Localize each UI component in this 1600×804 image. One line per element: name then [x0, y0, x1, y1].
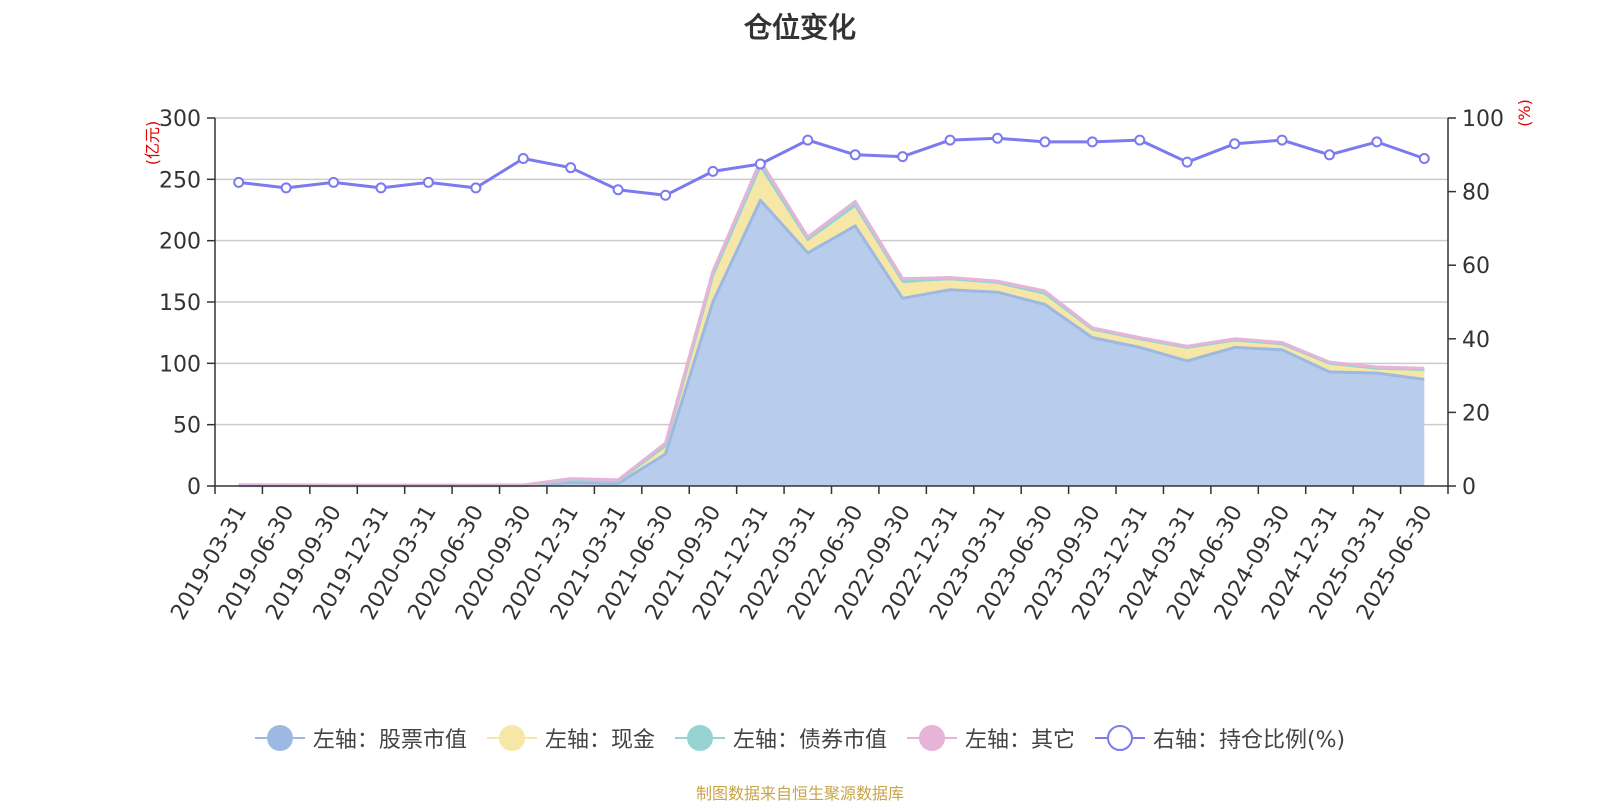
ratio-point — [375, 182, 387, 194]
ratio-point — [1418, 152, 1430, 164]
legend-item[interactable]: 左轴：债券市值 — [674, 722, 887, 754]
legend-item[interactable]: 右轴：持仓比例(%) — [1094, 722, 1346, 754]
ratio-point — [849, 149, 861, 161]
ratio-point — [1323, 149, 1335, 161]
stacked-areas — [238, 159, 1425, 488]
ratio-point — [897, 151, 909, 163]
ratio-point — [612, 184, 624, 196]
legend-swatch — [1094, 725, 1145, 751]
right-tick-label: 0 — [1462, 475, 1476, 500]
area-edge-3 — [238, 159, 1425, 487]
legend-label: 左轴：股票市值 — [312, 728, 467, 753]
legend-swatch-dot — [498, 725, 525, 751]
legend-label: 左轴：其它 — [964, 728, 1075, 753]
right-axis-unit: (%) — [1515, 99, 1534, 127]
legend-label: 左轴：现金 — [544, 728, 655, 753]
area-0 — [238, 200, 1425, 486]
ratio-point — [707, 165, 719, 177]
legend-swatch-dot — [266, 725, 293, 751]
left-tick-label: 150 — [159, 291, 201, 316]
legend-swatch-dot — [1106, 725, 1133, 751]
ratio-point — [470, 182, 482, 194]
ratio-point — [1276, 134, 1288, 146]
ratio-point — [944, 134, 956, 146]
legend-swatch — [906, 725, 957, 751]
ratio-point — [660, 189, 672, 201]
right-tick-label: 40 — [1462, 328, 1490, 353]
ratio-point — [1086, 136, 1098, 148]
area-1 — [238, 165, 1425, 486]
left-tick-label: 50 — [173, 414, 201, 439]
chart-title: 仓位变化 — [743, 11, 856, 44]
legend-swatch-dot — [686, 725, 713, 751]
ratio-point — [1134, 134, 1146, 146]
left-tick-label: 300 — [159, 107, 201, 132]
legend-item[interactable]: 左轴：现金 — [486, 722, 655, 754]
legend-swatch — [486, 725, 537, 751]
ratio-point — [991, 132, 1003, 144]
ratio-point — [1229, 138, 1241, 150]
ratio-point — [517, 152, 529, 164]
legend-label: 左轴：债券市值 — [732, 728, 887, 753]
right-tick-label: 100 — [1462, 107, 1504, 132]
source-note: 制图数据来自恒生聚源数据库 — [695, 784, 904, 803]
legend-swatch — [254, 725, 305, 751]
legend-item[interactable]: 左轴：其它 — [906, 722, 1075, 754]
ratio-point — [233, 176, 245, 188]
legend-swatch-dot — [918, 725, 945, 751]
right-tick-label: 20 — [1462, 401, 1490, 426]
ratio-point — [1039, 136, 1051, 148]
legend-item[interactable]: 左轴：股票市值 — [254, 722, 467, 754]
legend-swatch — [674, 725, 725, 751]
ratio-point — [754, 158, 766, 170]
left-tick-label: 250 — [159, 168, 201, 193]
legend: 左轴：股票市值 左轴：现金 左轴：债券市值 左轴：其它 右轴：持仓比例(%) — [0, 722, 1600, 754]
ratio-point — [422, 176, 434, 188]
ratio-point — [1181, 156, 1193, 168]
ratio-point — [802, 134, 814, 146]
legend-label: 右轴：持仓比例(%) — [1152, 728, 1346, 753]
ratio-point — [565, 162, 577, 174]
left-tick-label: 200 — [159, 230, 201, 255]
ratio-line — [233, 132, 1430, 201]
right-tick-label: 60 — [1462, 254, 1490, 279]
ratio-line-path — [238, 136, 1425, 197]
left-tick-label: 0 — [187, 475, 201, 500]
right-tick-label: 80 — [1462, 181, 1490, 206]
ratio-point — [280, 182, 292, 194]
left-tick-label: 100 — [159, 352, 201, 377]
left-axis-unit: (亿元) — [143, 121, 162, 166]
ratio-point — [1371, 136, 1383, 148]
ratio-point — [328, 176, 340, 188]
